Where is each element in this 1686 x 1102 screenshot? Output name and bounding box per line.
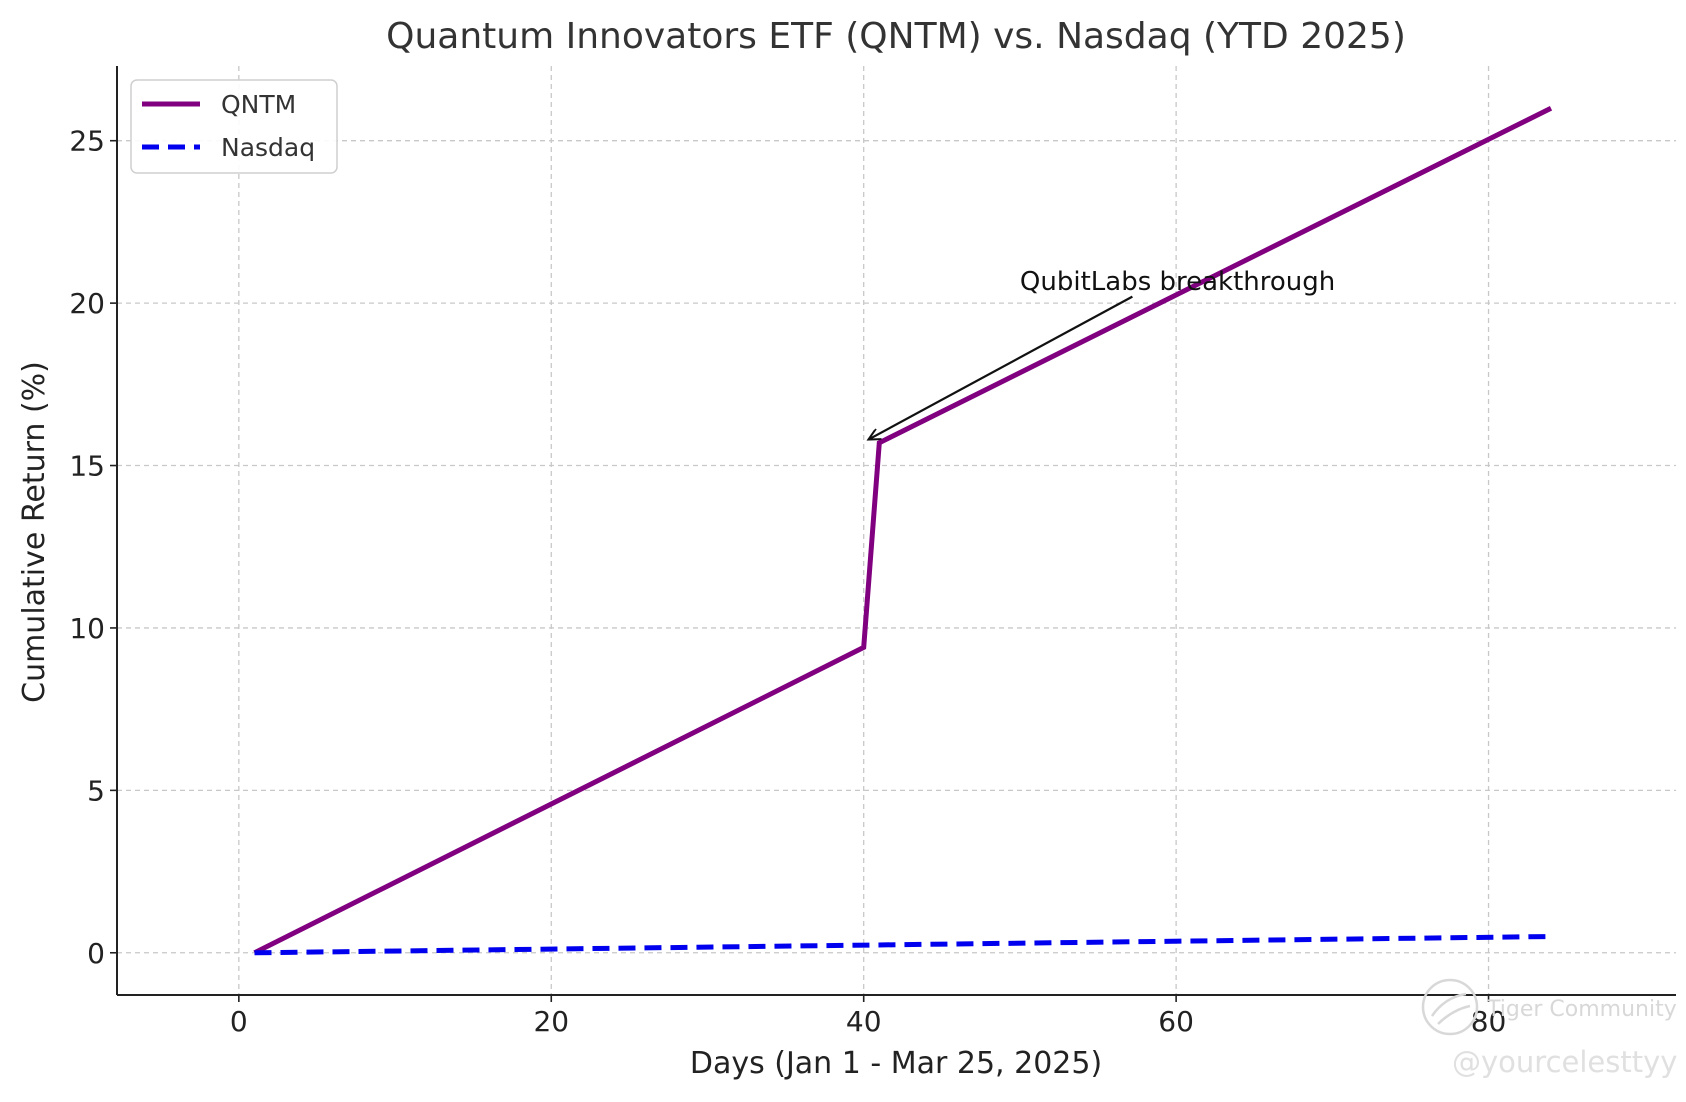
annotation-label-0: QubitLabs breakthrough	[1020, 267, 1335, 297]
axes	[116, 66, 1676, 996]
series	[253, 105, 1553, 956]
grid	[117, 66, 1676, 995]
watermark-brand: Tiger Community	[1486, 997, 1677, 1022]
annotation-arrow-0	[868, 295, 1133, 440]
x-axis-label: Days (Jan 1 - Mar 25, 2025)	[690, 1046, 1102, 1081]
legend: QNTM Nasdaq	[130, 79, 338, 174]
legend-label-nasdaq: Nasdaq	[221, 133, 315, 162]
x-tick-label-3: 60	[1158, 1005, 1194, 1038]
y-tick-label-5: 25	[69, 125, 105, 158]
x-tick-label-2: 40	[846, 1005, 882, 1038]
x-tick-label-0: 0	[230, 1005, 248, 1038]
series-line-qntm	[253, 105, 1553, 956]
y-tick-label-1: 5	[87, 774, 105, 807]
y-tick-label-0: 0	[87, 937, 105, 970]
chart-title: Quantum Innovators ETF (QNTM) vs. Nasdaq…	[386, 16, 1406, 57]
legend-label-qntm: QNTM	[221, 90, 296, 119]
y-axis-label: Cumulative Return (%)	[17, 361, 52, 703]
watermark-handle: @yourcelesttyy	[1452, 1045, 1677, 1079]
watermark: Tiger Community @yourcelesttyy	[1421, 978, 1677, 1079]
series-line-nasdaq	[254, 934, 1552, 956]
tiger-logo-icon	[1421, 978, 1479, 1036]
annotations: QubitLabs breakthrough	[868, 267, 1335, 439]
y-tick-label-3: 15	[69, 450, 105, 483]
y-tick-label-2: 10	[69, 612, 105, 645]
y-tick-label-4: 20	[69, 287, 105, 320]
x-tick-label-1: 20	[533, 1005, 569, 1038]
